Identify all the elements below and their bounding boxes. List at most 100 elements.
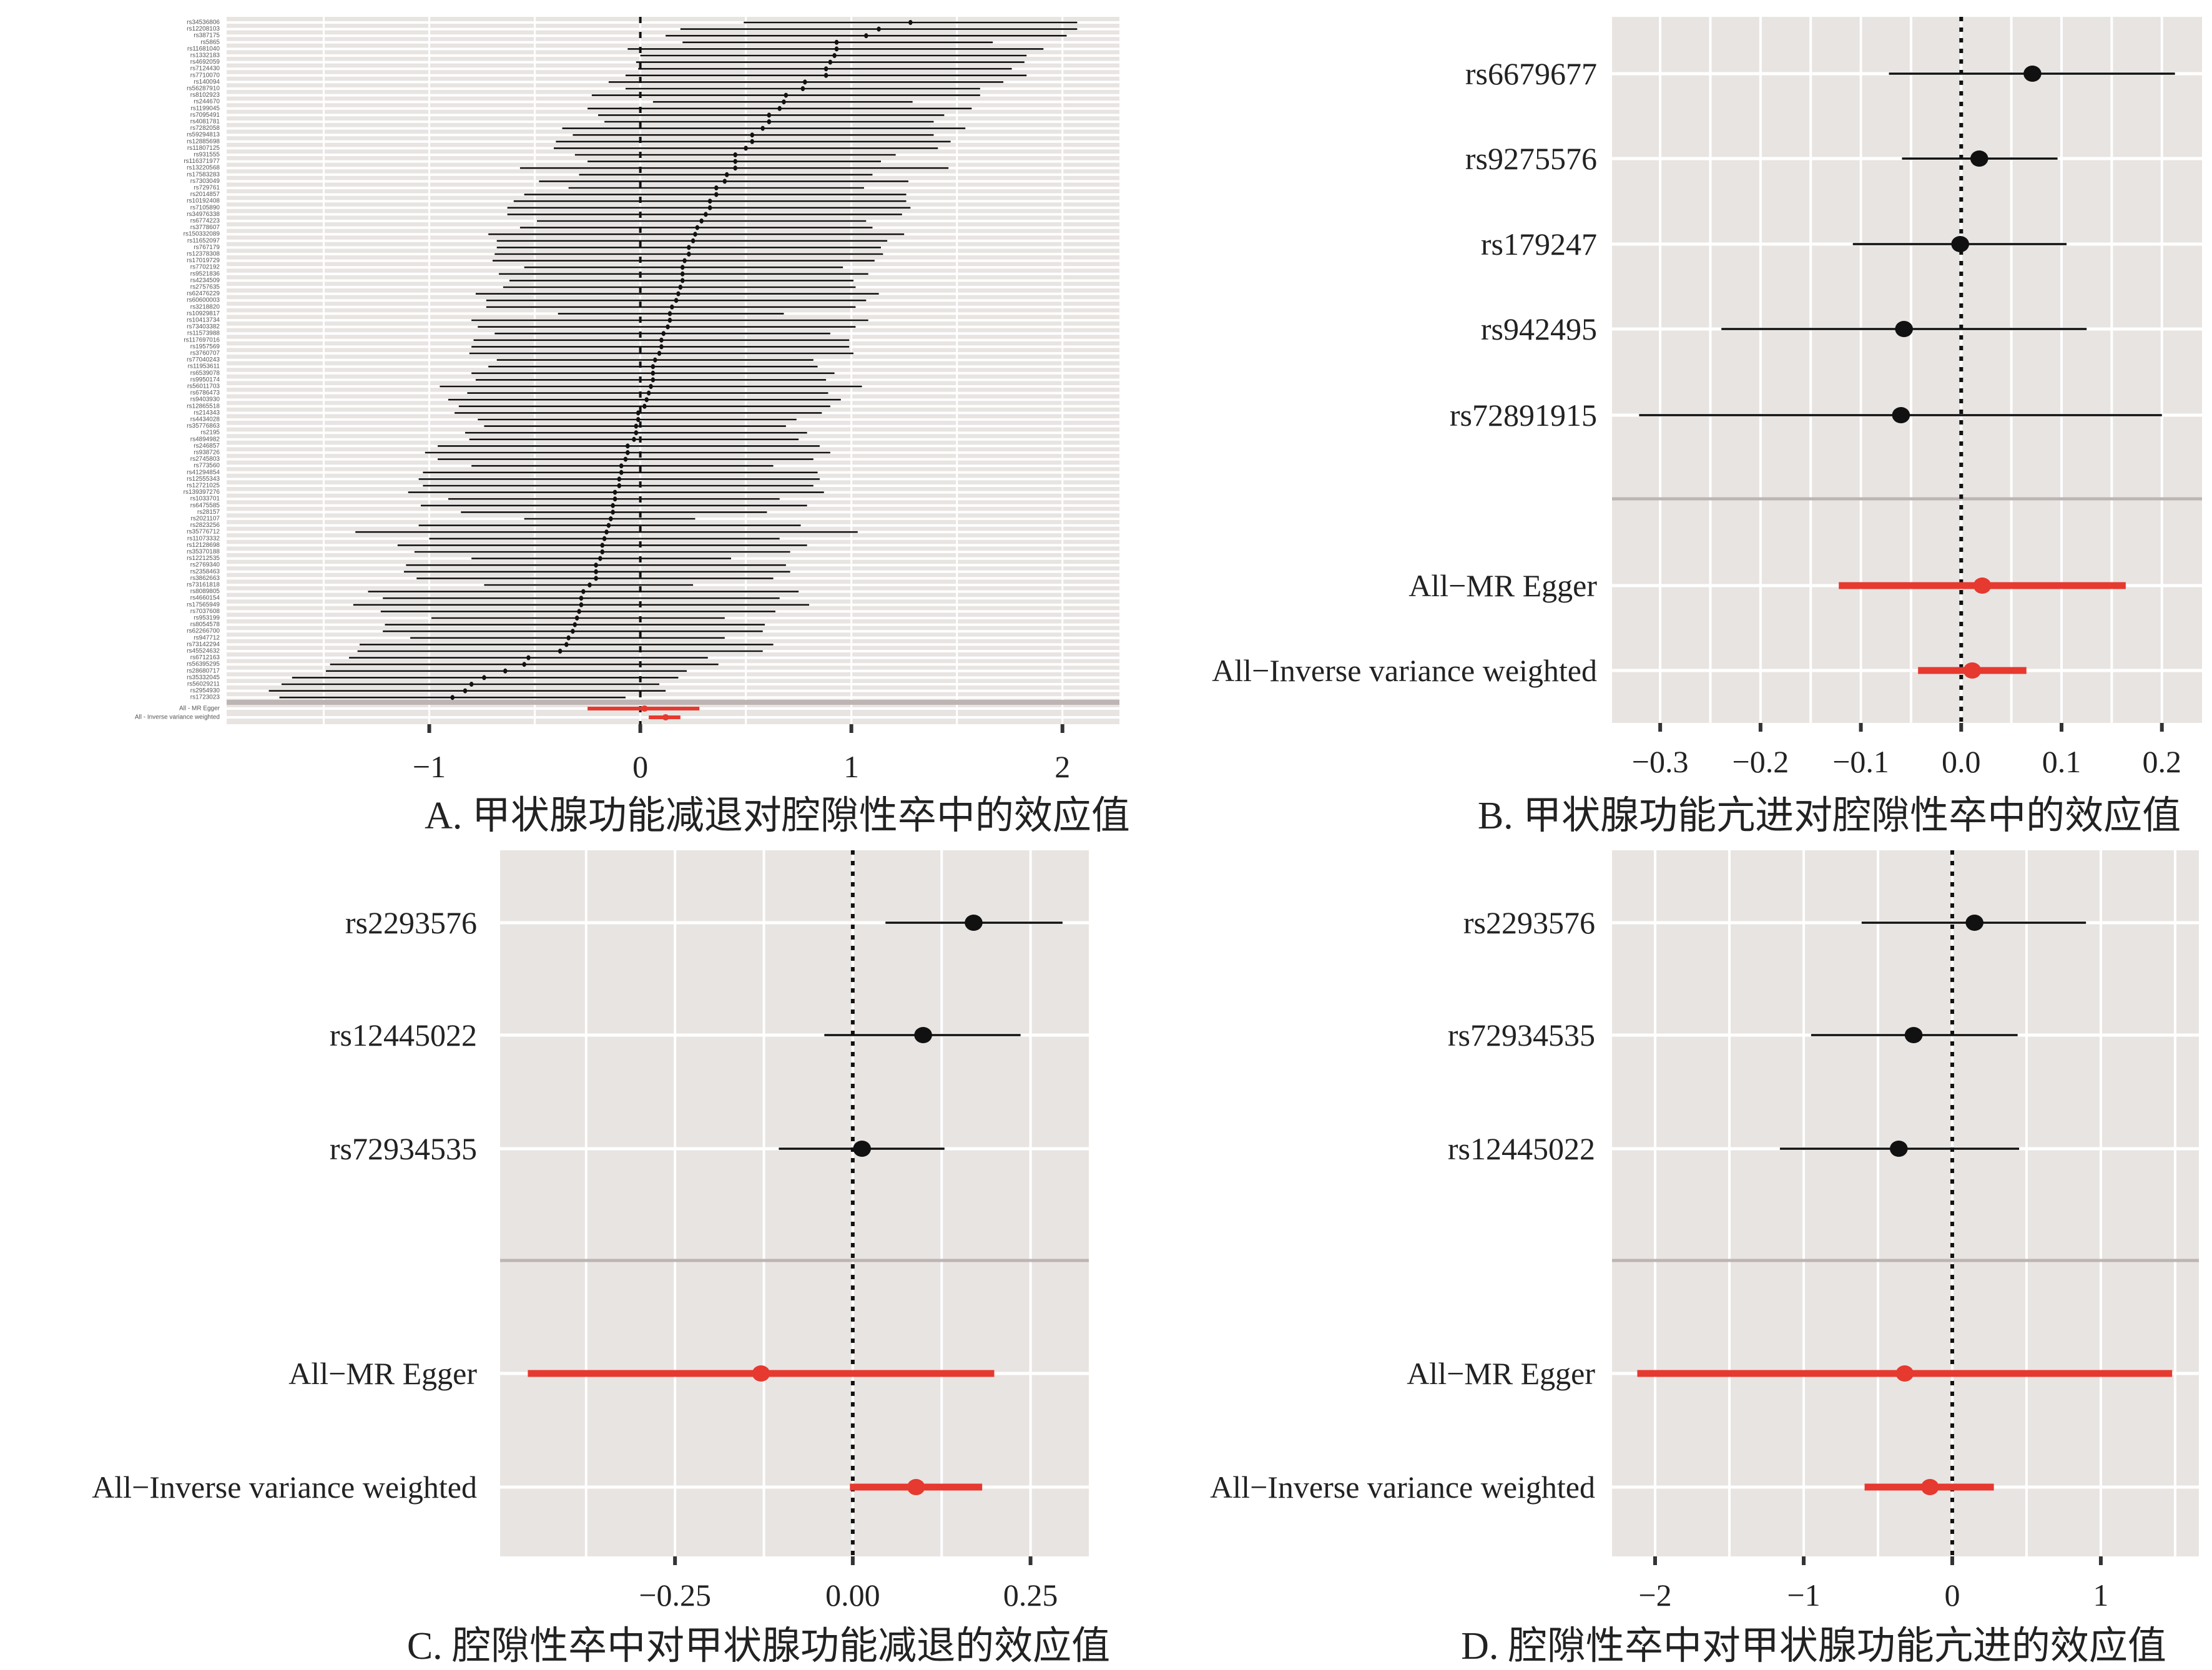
snp-point (651, 370, 656, 376)
snp-label: rs1332183 (190, 52, 220, 59)
snp-point (606, 523, 611, 528)
snp-label: rs953199 (194, 615, 220, 622)
snp-label: rs7710070 (190, 72, 220, 79)
snp-label: rs11652097 (187, 237, 220, 244)
snp-point (676, 291, 681, 297)
snp-label: rs6712163 (190, 654, 220, 661)
snp-point (725, 172, 729, 177)
summary-label: All - Inverse variance weighted (135, 714, 220, 721)
x-tick-label: 0.00 (825, 1578, 880, 1613)
snp-label: rs9403930 (190, 396, 220, 403)
x-tick-label: 0 (632, 749, 648, 784)
snp-point (623, 456, 628, 462)
snp-point (619, 463, 624, 469)
summary-point (1973, 577, 1992, 594)
snp-point (661, 331, 666, 336)
snp-label: rs12128698 (187, 542, 220, 549)
x-tick-label: 2 (1054, 749, 1070, 784)
snp-label: rs7105890 (190, 204, 220, 211)
snp-label: rs28680717 (187, 667, 220, 674)
snp-label: rs9950174 (190, 376, 220, 383)
x-tick-label: −2 (1638, 1578, 1671, 1613)
snp-point (579, 596, 584, 601)
summary-point (1963, 662, 1982, 679)
snp-label: rs5865 (200, 39, 220, 46)
snp-label: rs3760707 (190, 350, 220, 357)
snp-point (823, 66, 828, 72)
snp-point (564, 642, 569, 647)
snp-point (594, 576, 598, 581)
snp-label: rs10929817 (187, 310, 220, 317)
snp-point (611, 503, 615, 508)
panel-c: rs2293576 rs12445022 rs72934535 All−MR Egge… (92, 850, 1089, 1613)
snp-label: rs2769340 (190, 562, 220, 569)
snp-label: rs942495 (1481, 312, 1597, 346)
snp-label: rs72934535 (330, 1131, 477, 1166)
snp-point (760, 125, 765, 131)
snp-label: rs12555343 (187, 476, 220, 483)
snp-point (832, 53, 837, 58)
snp-point (784, 92, 789, 98)
caption-panel-c: C. 腔隙性卒中对甲状腺功能减退的效应值 (406, 1625, 1111, 1668)
snp-point (646, 390, 651, 396)
summary-label: All - MR Egger (179, 705, 220, 712)
snp-label: rs12885698 (187, 138, 220, 145)
snp-label: rs1957569 (190, 343, 220, 350)
snp-point (619, 469, 624, 475)
snp-point (693, 232, 697, 237)
snp-label: rs56287910 (187, 86, 220, 92)
snp-label: rs6774223 (190, 218, 220, 225)
snp-point (777, 106, 782, 111)
snp-point (634, 430, 639, 436)
snp-label: rs11573988 (187, 330, 220, 337)
snp-point (594, 562, 598, 568)
snp-label: rs59294813 (187, 132, 220, 139)
snp-point (617, 476, 621, 482)
snp-point (644, 397, 649, 403)
snp-label: rs73161818 (187, 582, 220, 589)
snp-point (600, 549, 604, 554)
snp-point (800, 86, 805, 91)
snp-label: rs150332089 (184, 231, 220, 238)
snp-label: rs244670 (194, 99, 220, 106)
x-tick-label: −0.3 (1632, 744, 1689, 779)
snp-label: rs35776712 (187, 529, 220, 536)
x-tick-label: −0.1 (1832, 744, 1889, 779)
snp-point (733, 152, 737, 157)
snp-point (666, 324, 670, 330)
snp-label: rs246857 (194, 443, 220, 449)
panel-a: rs34536806rs12208103rs387175rs5865rs1168… (135, 17, 1119, 784)
snp-label: rs3218820 (190, 303, 220, 310)
snp-point (681, 271, 685, 277)
snp-label: rs9275576 (1465, 141, 1597, 176)
snp-label: rs12212535 (187, 555, 220, 562)
snp-point (594, 569, 598, 574)
snp-label: rs6786473 (190, 390, 220, 396)
snp-label: rs8054578 (190, 621, 220, 628)
snp-label: rs56011703 (187, 383, 220, 390)
snp-label: rs11681040 (187, 46, 220, 52)
summary-point (662, 714, 669, 720)
snp-point (659, 337, 664, 343)
snp-point (864, 33, 868, 39)
caption-panel-d: D. 腔隙性卒中对甲状腺功能亢进的效应值 (1461, 1625, 2166, 1668)
snp-label: rs1723023 (190, 694, 220, 701)
snp-point (691, 238, 696, 243)
snp-label: rs77040243 (187, 356, 220, 363)
snp-point (571, 629, 575, 634)
snp-label: rs17019729 (187, 257, 220, 264)
snp-point (750, 139, 754, 144)
snp-point (1904, 1027, 1923, 1043)
x-tick-label: −0.25 (639, 1578, 711, 1613)
snp-label: rs8102923 (190, 92, 220, 99)
snp-point (714, 192, 719, 197)
snp-label: rs73403382 (187, 323, 220, 330)
snp-label: rs931555 (194, 152, 220, 159)
snp-point (750, 132, 754, 138)
snp-label: rs11807125 (187, 145, 220, 152)
snp-point (651, 364, 656, 370)
panel-background (1612, 850, 2199, 1556)
snp-point (834, 46, 839, 52)
snp-point (1951, 236, 1969, 252)
